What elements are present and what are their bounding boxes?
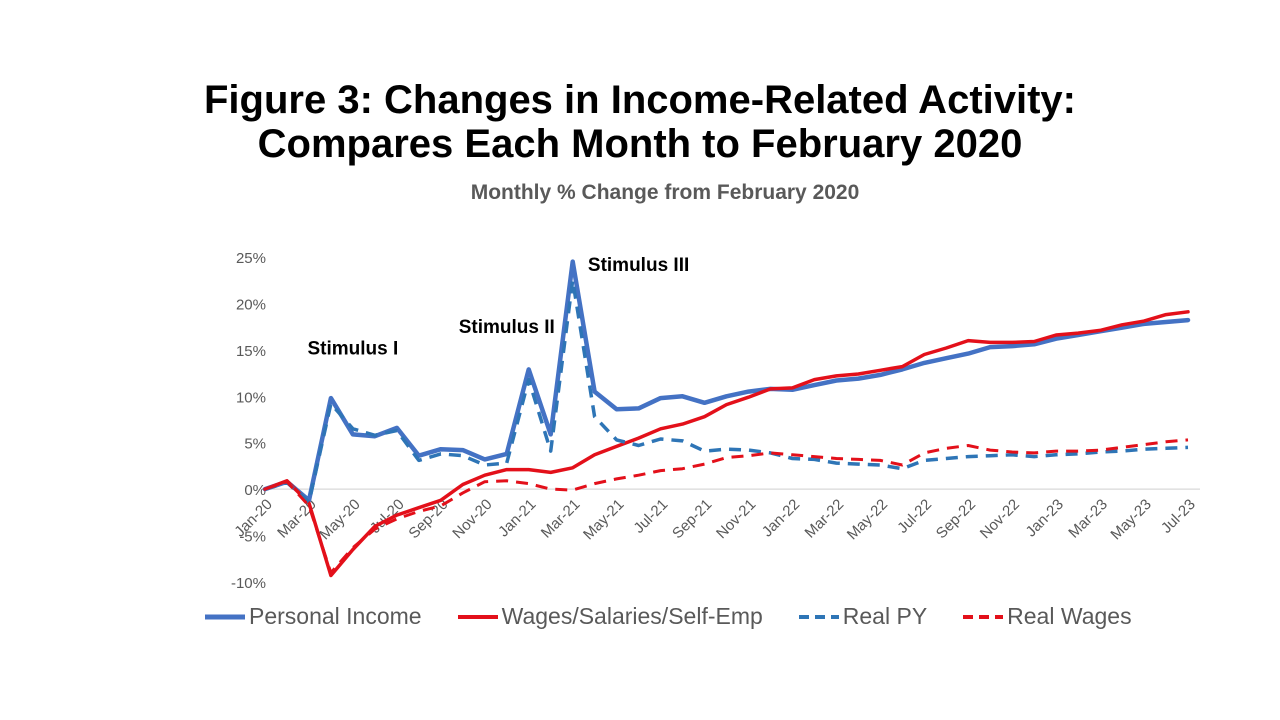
chart-title-line-1: Figure 3: Changes in Income-Related Acti… [203, 78, 1076, 122]
x-tick-label-jul-23: Jul-23 [1158, 496, 1199, 537]
y-tick-label-5: 5% [244, 436, 266, 453]
series-line-real-py [264, 278, 1189, 504]
x-tick-label-nov-20: Nov-20 [449, 496, 495, 542]
annotation-stimulus-iii: Stimulus III [588, 255, 689, 276]
legend-label-real-py: Real PY [842, 603, 928, 629]
chart-title-line-2: Compares Each Month to February 2020 [257, 122, 1023, 166]
legend-label-real-wages: Real Wages [1007, 603, 1132, 629]
y-tick-label-5: -5% [239, 529, 266, 546]
x-tick-label-sep-21: Sep-21 [669, 496, 715, 542]
y-tick-label-0: 0% [244, 482, 266, 499]
x-tick-label-jan-23: Jan-23 [1023, 496, 1067, 540]
legend-label-personal-income: Personal Income [249, 603, 422, 629]
series-line-wages-salaries-self-emp [263, 310, 1190, 578]
legend-swatch-wages [457, 614, 498, 619]
x-tick-label-jan-21: Jan-21 [495, 496, 539, 540]
x-tick-label-mar-21: Mar-21 [538, 496, 584, 542]
x-tick-label-jul-22: Jul-22 [894, 496, 935, 537]
legend-item-personal-income[interactable]: Personal Income [205, 603, 422, 630]
x-tick-label-jul-21: Jul-21 [630, 496, 671, 537]
annotation-stimulus-ii: Stimulus II [459, 317, 555, 338]
y-tick-label-10: 10% [236, 389, 266, 406]
legend-item-real-py[interactable]: Real PY [798, 603, 928, 630]
annotation-stimulus-i: Stimulus I [308, 339, 399, 360]
x-tick-label-mar-22: Mar-22 [802, 496, 848, 542]
legend-item-wages[interactable]: Wages/Salaries/Self-Emp [457, 603, 763, 630]
legend-label-wages: Wages/Salaries/Self-Emp [501, 603, 763, 629]
legend-item-real-wages[interactable]: Real Wages [963, 603, 1132, 630]
x-tick-label-may-23: May-23 [1107, 496, 1154, 543]
y-tick-label-25: 25% [236, 250, 266, 267]
x-tick-label-mar-23: Mar-23 [1065, 496, 1111, 542]
x-tick-label-sep-22: Sep-22 [933, 496, 979, 542]
annotations: Stimulus I Stimulus II Stimulus III [308, 255, 690, 360]
y-tick-label-10: -10% [231, 575, 266, 592]
y-tick-label-20: 20% [236, 296, 266, 313]
y-tick-label-15: 15% [236, 343, 266, 360]
series-lines [262, 259, 1191, 578]
chart-subtitle: Monthly % Change from February 2020 [470, 181, 860, 204]
x-tick-label-nov-21: Nov-21 [713, 496, 759, 542]
series-line-personal-income [262, 259, 1191, 503]
series-line-real-wages [264, 438, 1189, 575]
x-tick-label-may-21: May-21 [580, 496, 627, 543]
x-tick-label-may-20: May-20 [316, 496, 363, 543]
legend-swatch-personal-income [205, 614, 245, 619]
y-axis-labels: 25% 20% 15% 10% 5% 0% -5% -10% [231, 250, 266, 592]
legend-swatch-real-wages [963, 614, 1004, 619]
x-tick-label-nov-22: Nov-22 [977, 496, 1023, 542]
x-tick-label-may-22: May-22 [844, 496, 891, 543]
legend-swatch-real-py [798, 614, 839, 619]
x-tick-label-jan-22: Jan-22 [759, 496, 803, 540]
chart-legend: Personal Income Wages/Salaries/Self-Emp … [205, 603, 1168, 630]
